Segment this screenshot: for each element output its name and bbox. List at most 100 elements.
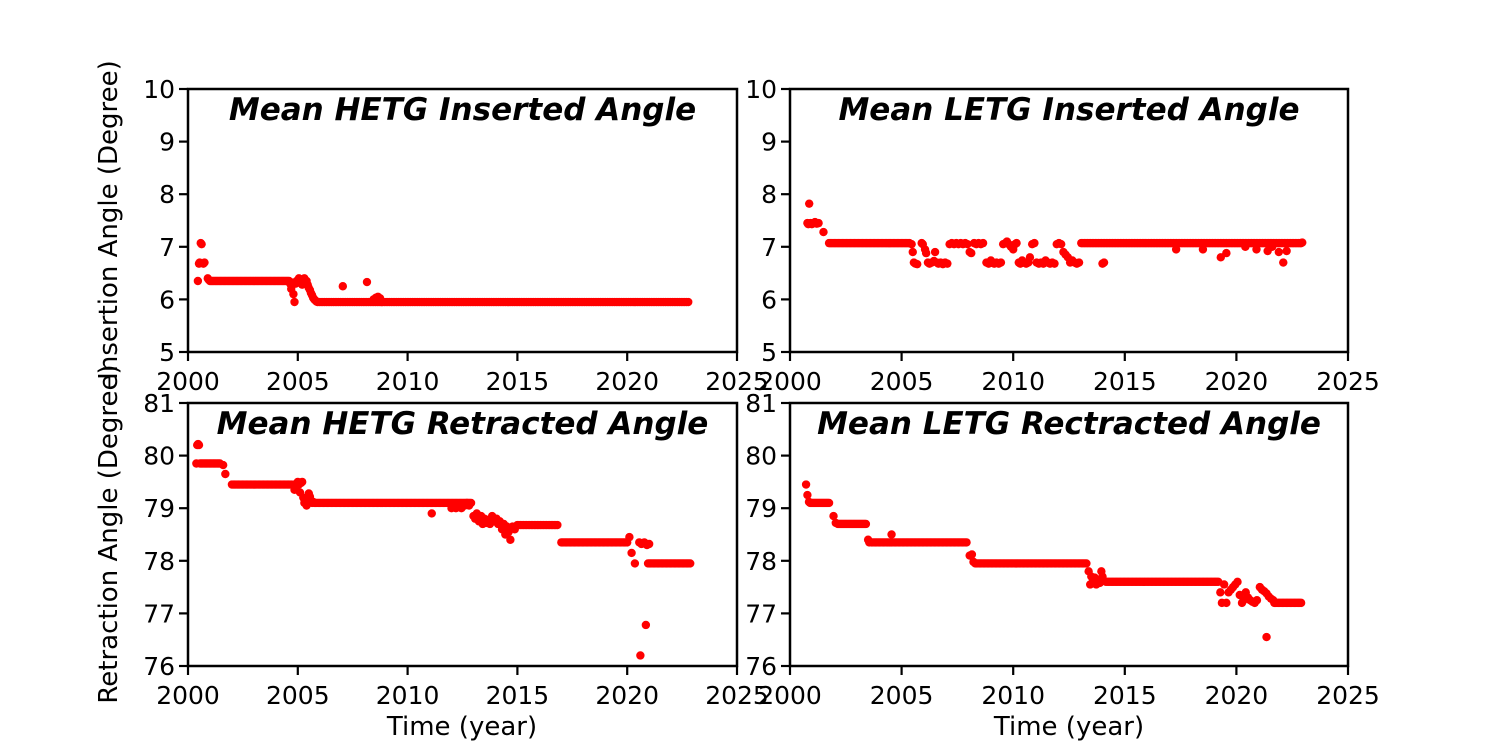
data-point (969, 557, 978, 567)
data-point (362, 277, 372, 287)
data-point (861, 519, 871, 529)
x-tick-label: 2010 (981, 681, 1045, 710)
data-point (913, 259, 922, 269)
data-point (221, 469, 230, 479)
y-axis-label-insertion-angle: Insertion Angle (Degree) (94, 60, 124, 380)
data-point (194, 440, 204, 450)
subplot-hetg-retracted-angle: 2000 2005 2010 2015 2020 2025 76 77 78 79 80 81 Mea… (143, 389, 769, 710)
plot-border (788, 401, 1350, 668)
data-point (814, 218, 823, 228)
data-point (865, 538, 874, 547)
data-point (686, 559, 695, 568)
data-point (297, 477, 307, 487)
x-tick-label: 2020 (595, 367, 659, 396)
y-tick-label: 8 (761, 180, 777, 209)
x-tick-label: 2010 (376, 367, 440, 396)
y-tick-label: 78 (745, 547, 777, 576)
data-point (192, 459, 201, 468)
x-tick-label: 2015 (1093, 367, 1157, 396)
data-point (907, 239, 916, 249)
data-point (1233, 577, 1242, 587)
x-axis-label-time-right: Time (year) (993, 712, 1145, 742)
data-point (1100, 576, 1109, 585)
plot-title-letg-rectracted: Mean LETG Rectracted Angle (817, 406, 1321, 442)
x-tick-label: 2025 (705, 681, 769, 710)
subplot-letg-inserted-angle: 2000 2005 2010 2015 2020 2025 5 6 7 8 9 10 Mean LET… (745, 75, 1380, 396)
data-point (200, 258, 209, 267)
data-point (193, 276, 203, 286)
subplot-hetg-inserted-angle: 2000 2005 2010 2015 2020 2025 5 6 7 8 9 10 Mean HET… (143, 75, 769, 396)
x-tick-label: 2020 (1205, 367, 1269, 396)
plot-border (186, 87, 739, 354)
data-point (963, 239, 972, 249)
data-point (824, 498, 834, 508)
data-point (819, 227, 828, 237)
subplot-letg-rectracted-angle: 2000 2005 2010 2015 2020 2025 76 77 78 79 80 81 Mea… (745, 389, 1380, 710)
x-tick-label: 2025 (705, 367, 769, 396)
data-point (831, 518, 840, 528)
data-point (908, 247, 917, 257)
data-point (510, 525, 519, 534)
y-tick-label: 79 (745, 494, 777, 523)
data-point (1025, 253, 1035, 262)
x-tick-label: 2000 (758, 367, 822, 396)
y-axis-label-retraction-angle: Retraction Angle (Degree) (94, 364, 124, 704)
scatter-plot-hetg-retracted: 2000 2005 2010 2015 2020 2025 76 77 78 79 80 81 (143, 389, 769, 710)
data-point (636, 651, 645, 660)
y-tick-label: 10 (143, 75, 175, 104)
x-tick-label: 2025 (1316, 367, 1380, 396)
data-point (1267, 242, 1277, 251)
y-tick-label: 76 (745, 652, 777, 681)
data-point (1222, 248, 1231, 258)
x-tick-label: 2000 (758, 681, 822, 710)
data-point (1262, 632, 1271, 642)
data-point (1012, 238, 1021, 248)
data-point (204, 275, 214, 285)
x-tick-label: 2005 (870, 367, 934, 396)
data-point (289, 289, 298, 299)
data-point (1030, 238, 1039, 248)
y-tick-label: 7 (159, 233, 175, 262)
x-tick-label: 2010 (376, 681, 440, 710)
data-point (644, 539, 654, 549)
y-tick-label: 5 (761, 338, 777, 367)
plot-title-hetg-inserted: Mean HETG Inserted Angle (228, 92, 697, 128)
x-tick-label: 2015 (486, 681, 550, 710)
y-tick-label: 9 (159, 128, 175, 157)
plot-title-letg-inserted: Mean LETG Inserted Angle (838, 92, 1300, 128)
x-axis-label-time-left: Time (year) (386, 712, 538, 742)
y-tick-label: 77 (143, 599, 175, 628)
y-tick-label: 7 (761, 233, 777, 262)
data-point (1198, 245, 1208, 254)
data-point (803, 490, 812, 500)
y-tick-label: 10 (745, 75, 777, 104)
data-point (627, 548, 636, 558)
x-tick-label: 2005 (266, 367, 330, 396)
x-tick-label: 2020 (595, 681, 659, 710)
y-tick-label: 5 (159, 338, 175, 367)
data-point (1219, 580, 1229, 589)
data-point (1296, 598, 1306, 608)
data-point (978, 238, 988, 248)
data-point (943, 259, 952, 268)
data-point (1282, 246, 1291, 256)
data-point (804, 199, 814, 208)
data-point (218, 460, 228, 470)
y-tick-label: 76 (143, 652, 175, 681)
y-tick-label: 77 (745, 599, 777, 628)
data-point (829, 511, 838, 521)
x-tick-label: 2015 (1093, 681, 1157, 710)
data-point (553, 520, 562, 530)
y-tick-label: 80 (143, 442, 175, 471)
data-point (630, 559, 640, 568)
data-point (1222, 598, 1231, 608)
data-point (338, 282, 348, 291)
data-point (996, 258, 1006, 267)
data-point (1056, 239, 1066, 249)
data-point (801, 480, 811, 489)
data-point (1241, 242, 1250, 251)
data-point (308, 497, 318, 507)
data-point (427, 509, 436, 518)
data-point (967, 550, 977, 559)
data-point (962, 538, 971, 547)
